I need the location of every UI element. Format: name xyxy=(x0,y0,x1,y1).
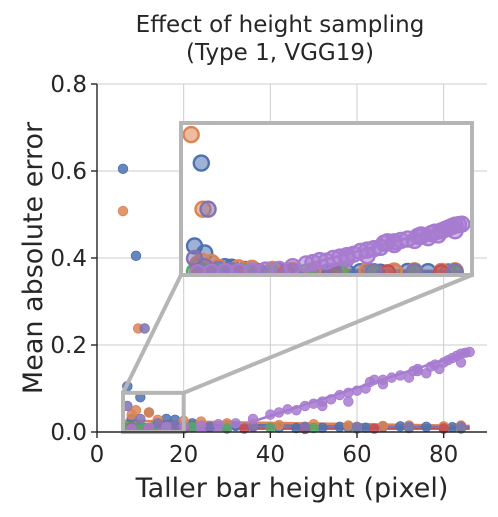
point-series-0-14 xyxy=(317,422,328,433)
inset-point-series-5-39 xyxy=(338,249,356,268)
inset-point-series-1-0 xyxy=(182,125,200,144)
point-series-5-23 xyxy=(395,370,406,381)
point-series-3-5 xyxy=(369,423,380,434)
inset-point-series-4-0 xyxy=(199,200,217,218)
inset-point-series-0-1 xyxy=(192,154,211,172)
point-series-0-16 xyxy=(360,422,371,433)
point-series-1-4 xyxy=(126,409,137,420)
x-tick-label-4: 80 xyxy=(429,442,458,468)
y-tick-label-4: 0.8 xyxy=(50,72,87,98)
inset-connector-right xyxy=(182,273,473,395)
point-series-4-2 xyxy=(135,413,146,425)
point-series-5-9 xyxy=(273,407,285,418)
point-series-0-25 xyxy=(395,421,406,432)
point-series-5-39 xyxy=(317,400,328,412)
inset-point-series-4-8 xyxy=(365,262,383,275)
point-series-5-4 xyxy=(195,420,207,431)
inset-border xyxy=(179,121,474,277)
point-series-2-5 xyxy=(187,422,198,433)
point-series-0-15 xyxy=(334,421,345,432)
x-tick-label-0: 0 xyxy=(90,442,105,468)
point-series-4-7 xyxy=(299,421,311,432)
point-series-5-6 xyxy=(230,418,241,429)
y-tick-label-3: 0.6 xyxy=(50,159,87,185)
chart-title-line-2: (Type 1, VGG19) xyxy=(186,40,374,66)
point-series-5-38 xyxy=(282,404,293,415)
point-series-2-7 xyxy=(265,422,276,433)
point-series-5-11 xyxy=(299,400,311,412)
inset-point-series-5-38 xyxy=(311,251,329,270)
inset-point-series-5-43 xyxy=(446,222,464,240)
point-series-5-20 xyxy=(369,374,380,386)
point-series-5-37 xyxy=(464,346,475,358)
point-series-5-17 xyxy=(351,385,363,396)
point-series-0-20 xyxy=(447,422,458,433)
point-series-5-42 xyxy=(412,365,423,377)
inset-content xyxy=(182,100,471,275)
x-tick-label-1: 20 xyxy=(169,442,198,468)
point-series-0-19 xyxy=(421,421,432,432)
y-tick-label-2: 0.4 xyxy=(50,246,87,272)
point-series-1-10 xyxy=(273,419,285,431)
point-series-4-5 xyxy=(204,421,215,432)
point-series-4-8 xyxy=(351,421,363,432)
inset-point-series-4-9 xyxy=(405,262,424,275)
inset-point-series-4-10 xyxy=(446,262,464,275)
point-series-1-0 xyxy=(117,205,129,217)
point-series-5-40 xyxy=(343,396,354,407)
inset-background xyxy=(181,123,472,275)
inset-connector-left xyxy=(121,274,183,394)
point-series-5-5 xyxy=(213,418,224,430)
point-series-5-15 xyxy=(334,389,345,401)
inset-point-series-5-40 xyxy=(358,246,376,265)
point-series-1-13 xyxy=(377,420,389,432)
y-axis-label: Mean absolute error xyxy=(18,121,49,394)
point-series-5-16 xyxy=(343,387,354,399)
point-series-0-1 xyxy=(130,250,142,262)
point-series-1-12 xyxy=(343,420,354,431)
y-tick-label-1: 0.2 xyxy=(50,333,87,359)
point-series-5-43 xyxy=(455,357,467,368)
point-series-5-22 xyxy=(386,372,397,383)
point-series-5-7 xyxy=(247,413,259,425)
x-tick-label-3: 60 xyxy=(342,442,371,468)
point-series-5-8 xyxy=(265,409,276,420)
x-tick-label-2: 40 xyxy=(256,442,285,468)
axes: 0 20 40 60 80 0.0 0.2 0.4 0.6 0.8 xyxy=(50,72,487,468)
point-series-2-6 xyxy=(221,423,233,434)
point-series-5-12 xyxy=(308,398,319,409)
point-series-5-10 xyxy=(291,405,302,416)
point-series-4-0 xyxy=(139,323,150,334)
point-series-5-14 xyxy=(325,394,337,405)
zoom-inset xyxy=(121,100,474,435)
x-axis-label: Taller bar height (pixel) xyxy=(135,473,449,504)
point-series-1-3 xyxy=(143,407,155,418)
point-series-4-9 xyxy=(403,421,415,432)
chart-title-line-1: Effect of height sampling xyxy=(136,12,425,38)
y-tick-label-0: 0.0 xyxy=(50,420,87,446)
inset-point-series-0-0 xyxy=(184,100,199,115)
point-series-4-3 xyxy=(152,418,163,429)
point-series-4-4 xyxy=(169,420,181,431)
inset-point-series-5-42 xyxy=(412,227,430,246)
point-series-4-10 xyxy=(455,421,467,432)
point-series-0-0 xyxy=(117,163,129,175)
point-series-5-41 xyxy=(377,374,389,386)
inset-point-series-5-41 xyxy=(385,233,403,251)
